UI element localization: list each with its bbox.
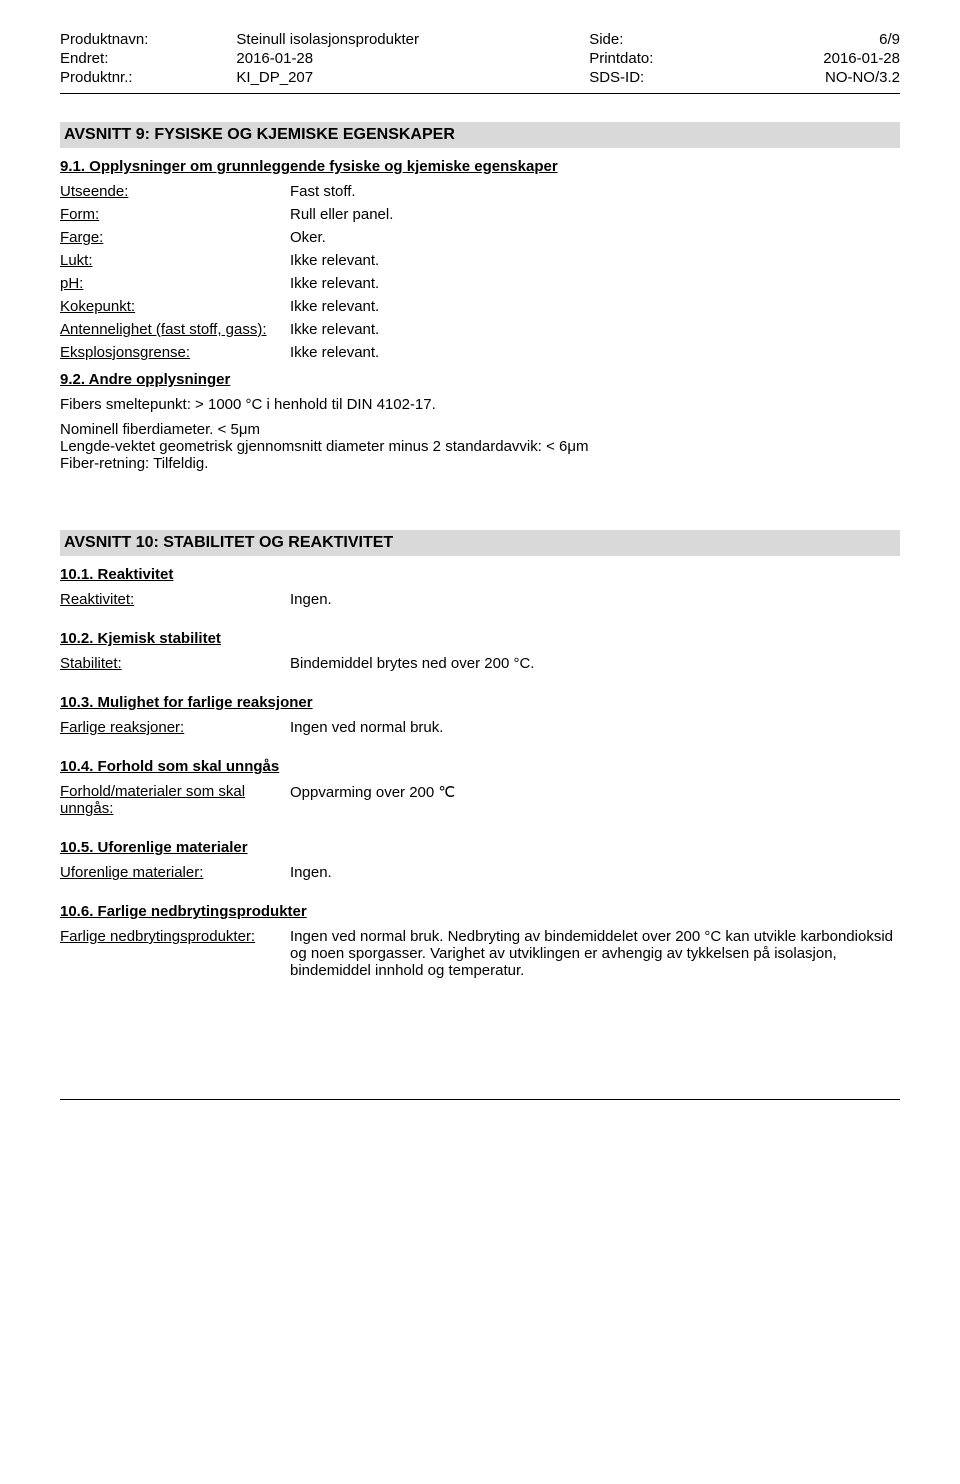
body-text: Fibers smeltepunkt: > 1000 °C i henhold … [60, 396, 900, 413]
hdr-cell: 2016-01-28 [236, 49, 589, 68]
page: Produktnavn: Steinull isolasjonsprodukte… [0, 0, 960, 1140]
kv-value: Ingen. [290, 591, 900, 608]
kv-label: Antennelighet (fast stoff, gass): [60, 321, 290, 338]
kv-row: Farlige nedbrytingsprodukter: Ingen ved … [60, 928, 900, 979]
kv-row: Antennelighet (fast stoff, gass): Ikke r… [60, 321, 900, 338]
kv-value: Ingen ved normal bruk. [290, 719, 900, 736]
kv-label: Stabilitet: [60, 655, 290, 672]
kv-label: Kokepunkt: [60, 298, 290, 315]
kv-value: Oker. [290, 229, 900, 246]
kv-row: Form: Rull eller panel. [60, 206, 900, 223]
kv-label: Form: [60, 206, 290, 223]
section-10-5-title: 10.5. Uforenlige materialer [60, 839, 900, 856]
kv-row: Reaktivitet: Ingen. [60, 591, 900, 608]
kv-row: Eksplosjonsgrense: Ikke relevant. [60, 344, 900, 361]
hdr-cell: SDS-ID: [589, 68, 757, 87]
kv-label: Eksplosjonsgrense: [60, 344, 290, 361]
hdr-cell: Endret: [60, 49, 236, 68]
hdr-cell: Side: [589, 30, 757, 49]
kv-value: Ingen. [290, 864, 900, 881]
kv-label: Lukt: [60, 252, 290, 269]
section-10-title: AVSNITT 10: STABILITET OG REAKTIVITET [60, 530, 900, 556]
kv-label: pH: [60, 275, 290, 292]
kv-value: Ikke relevant. [290, 275, 900, 292]
kv-row: Farlige reaksjoner: Ingen ved normal bru… [60, 719, 900, 736]
section-10-2-title: 10.2. Kjemisk stabilitet [60, 630, 900, 647]
hdr-cell: NO-NO/3.2 [757, 68, 900, 87]
kv-row: Utseende: Fast stoff. [60, 183, 900, 200]
header-rule [60, 93, 900, 94]
text-line: Fiber-retning: Tilfeldig. [60, 455, 208, 472]
body-text: Nominell fiberdiameter. < 5μm Lengde-vek… [60, 421, 900, 472]
text-line: Lengde-vektet geometrisk gjennomsnitt di… [60, 438, 589, 455]
hdr-cell: Printdato: [589, 49, 757, 68]
kv-value: Bindemiddel brytes ned over 200 °C. [290, 655, 900, 672]
section-9-title: AVSNITT 9: FYSISKE OG KJEMISKE EGENSKAPE… [60, 122, 900, 148]
text-line: Nominell fiberdiameter. < 5μm [60, 421, 260, 438]
kv-value: Rull eller panel. [290, 206, 900, 223]
kv-label: Farlige reaksjoner: [60, 719, 290, 736]
kv-value: Ikke relevant. [290, 321, 900, 338]
kv-row: Kokepunkt: Ikke relevant. [60, 298, 900, 315]
section-9-2-title: 9.2. Andre opplysninger [60, 371, 900, 388]
hdr-cell: Produktnr.: [60, 68, 236, 87]
kv-value: Ikke relevant. [290, 298, 900, 315]
doc-header: Produktnavn: Steinull isolasjonsprodukte… [60, 30, 900, 87]
kv-value: Ingen ved normal bruk. Nedbryting av bin… [290, 928, 900, 979]
hdr-cell: Steinull isolasjonsprodukter [236, 30, 589, 49]
kv-value: Oppvarming over 200 ℃ [290, 783, 900, 817]
hdr-cell: KI_DP_207 [236, 68, 589, 87]
kv-value: Ikke relevant. [290, 344, 900, 361]
kv-label: Farlige nedbrytingsprodukter: [60, 928, 290, 979]
kv-row: Forhold/materialer som skal unngås: Oppv… [60, 783, 900, 817]
kv-row: Stabilitet: Bindemiddel brytes ned over … [60, 655, 900, 672]
kv-value: Ikke relevant. [290, 252, 900, 269]
kv-label: Forhold/materialer som skal unngås: [60, 783, 290, 817]
hdr-cell: Produktnavn: [60, 30, 236, 49]
section-10-6-title: 10.6. Farlige nedbrytingsprodukter [60, 903, 900, 920]
kv-row: Farge: Oker. [60, 229, 900, 246]
hdr-cell: 2016-01-28 [757, 49, 900, 68]
section-10-3-title: 10.3. Mulighet for farlige reaksjoner [60, 694, 900, 711]
hdr-cell: 6/9 [757, 30, 900, 49]
section-9-1-title: 9.1. Opplysninger om grunnleggende fysis… [60, 158, 900, 175]
kv-row: pH: Ikke relevant. [60, 275, 900, 292]
kv-row: Lukt: Ikke relevant. [60, 252, 900, 269]
kv-label: Reaktivitet: [60, 591, 290, 608]
kv-label: Farge: [60, 229, 290, 246]
kv-label: Uforenlige materialer: [60, 864, 290, 881]
kv-label: Utseende: [60, 183, 290, 200]
section-10-4-title: 10.4. Forhold som skal unngås [60, 758, 900, 775]
kv-value: Fast stoff. [290, 183, 900, 200]
kv-row: Uforenlige materialer: Ingen. [60, 864, 900, 881]
footer-rule [60, 1099, 900, 1100]
section-10-1-title: 10.1. Reaktivitet [60, 566, 900, 583]
